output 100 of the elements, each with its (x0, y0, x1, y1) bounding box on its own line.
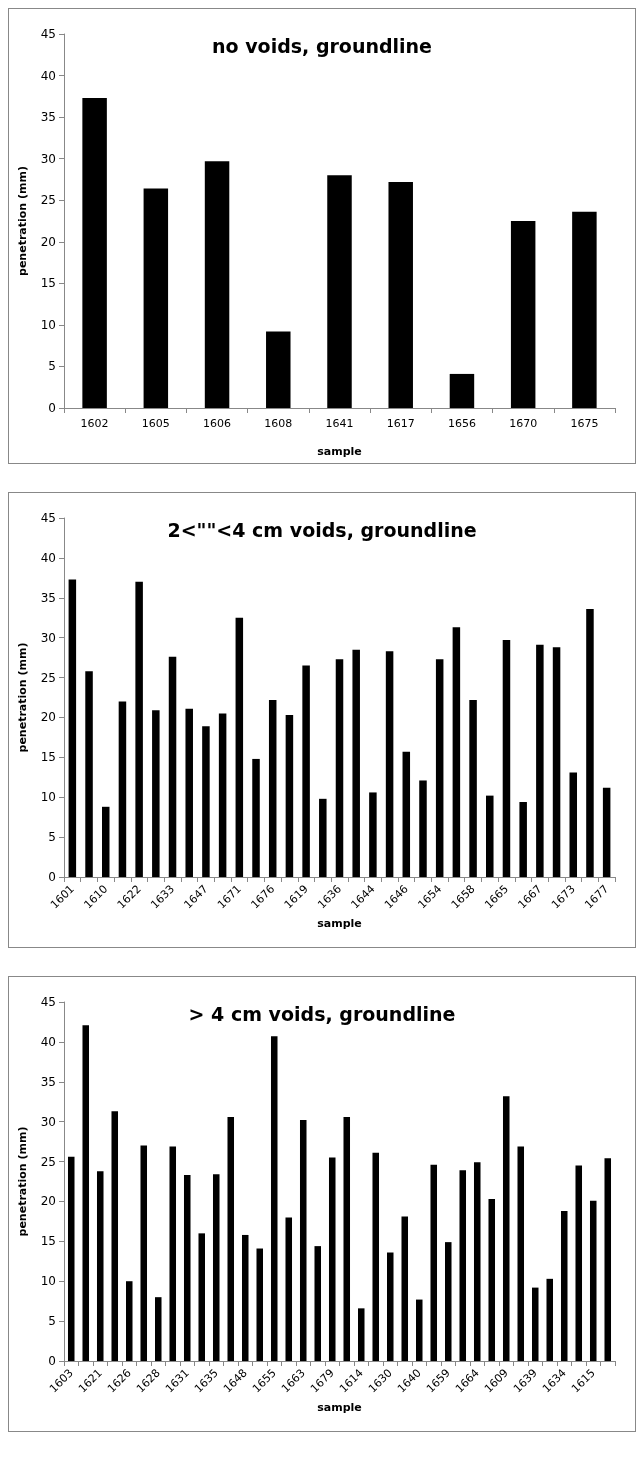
bar (202, 726, 210, 877)
chart-title: > 4 cm voids, groundline (188, 1002, 456, 1025)
bar (235, 617, 244, 877)
bar (204, 161, 230, 408)
x-tick-label: 1606 (203, 417, 232, 430)
bar (449, 373, 475, 408)
bar (285, 1217, 293, 1361)
y-tick-label: 15 (40, 1234, 56, 1249)
bar (552, 647, 561, 877)
x-axis-title: sample (317, 445, 362, 458)
bar (575, 1165, 583, 1361)
bar (302, 665, 310, 877)
bar (502, 640, 511, 877)
y-tick-label: 10 (40, 790, 56, 805)
bar (519, 802, 527, 877)
y-tick-label: 25 (40, 1154, 56, 1169)
bar (218, 713, 227, 877)
bar (125, 1281, 133, 1361)
bar (143, 188, 169, 408)
bar (152, 710, 160, 877)
bar (343, 1116, 351, 1361)
bar (96, 1171, 104, 1361)
bar (415, 1299, 423, 1361)
bar (357, 1308, 365, 1361)
bar (352, 649, 360, 877)
y-tick-label: 20 (40, 234, 56, 249)
y-tick-label: 40 (40, 550, 56, 565)
bar (388, 181, 413, 408)
y-axis-title: penetration (mm) (16, 1126, 29, 1237)
x-tick-label: 1617 (386, 417, 415, 430)
bar (531, 1287, 539, 1361)
bar (536, 644, 544, 877)
bar (299, 1120, 307, 1361)
bar (185, 708, 193, 877)
bar (546, 1278, 554, 1361)
bar (270, 1036, 278, 1361)
y-tick-label: 45 (40, 511, 56, 525)
y-tick-label: 10 (40, 317, 56, 332)
x-tick-label: 1670 (509, 417, 538, 430)
bar (335, 659, 344, 877)
y-axis-title: penetration (mm) (16, 166, 29, 276)
y-tick-label: 40 (40, 68, 56, 83)
bar (135, 581, 143, 877)
bar (266, 331, 291, 408)
bar (569, 772, 578, 877)
bar (68, 579, 77, 877)
x-axis-title: sample (317, 1400, 362, 1414)
x-tick-label: 1675 (570, 417, 599, 430)
bar (198, 1233, 206, 1361)
bar (285, 715, 294, 877)
bar (168, 656, 177, 877)
bar (604, 1158, 612, 1361)
bar (502, 1096, 510, 1361)
y-tick-label: 0 (48, 401, 56, 415)
chart-title: 2<""<4 cm voids, groundline (167, 518, 477, 541)
y-tick-label: 5 (48, 359, 56, 374)
bar (560, 1211, 568, 1361)
bar (252, 758, 260, 877)
bar (517, 1146, 525, 1361)
y-tick-label: 15 (40, 750, 56, 765)
bar (140, 1145, 148, 1361)
bar (111, 1111, 119, 1361)
y-tick-label: 45 (40, 27, 56, 41)
y-tick-label: 20 (40, 710, 56, 725)
bar (459, 1170, 467, 1361)
bar (169, 1146, 177, 1361)
bar (327, 175, 352, 408)
bar (328, 1157, 336, 1361)
y-tick-label: 0 (48, 870, 56, 884)
bar (314, 1246, 322, 1361)
y-tick-label: 30 (40, 630, 56, 645)
bar (369, 792, 377, 877)
bar (473, 1162, 481, 1361)
bar (469, 699, 477, 877)
bar (372, 1152, 380, 1361)
bar (268, 699, 277, 877)
y-tick-label: 5 (48, 1314, 56, 1329)
bar (586, 608, 594, 877)
bar (402, 751, 411, 877)
bar (319, 798, 327, 877)
y-tick-label: 45 (40, 995, 56, 1009)
bar (183, 1175, 191, 1361)
bar (452, 627, 461, 877)
bar (486, 795, 494, 877)
bar (435, 659, 444, 877)
bar (510, 221, 536, 408)
x-tick-label: 1656 (447, 417, 476, 430)
bar (212, 1174, 220, 1361)
x-tick-label: 1608 (264, 417, 293, 430)
bar (154, 1297, 162, 1361)
bar (572, 211, 597, 408)
bar (386, 1252, 394, 1361)
y-tick-label: 10 (40, 1274, 56, 1289)
y-tick-label: 0 (48, 1354, 56, 1368)
bar (227, 1116, 235, 1361)
y-tick-label: 35 (40, 110, 56, 125)
y-tick-label: 5 (48, 830, 56, 845)
bar (444, 1242, 452, 1361)
x-tick-label: 1641 (325, 417, 354, 430)
x-axis-title: sample (317, 916, 362, 930)
